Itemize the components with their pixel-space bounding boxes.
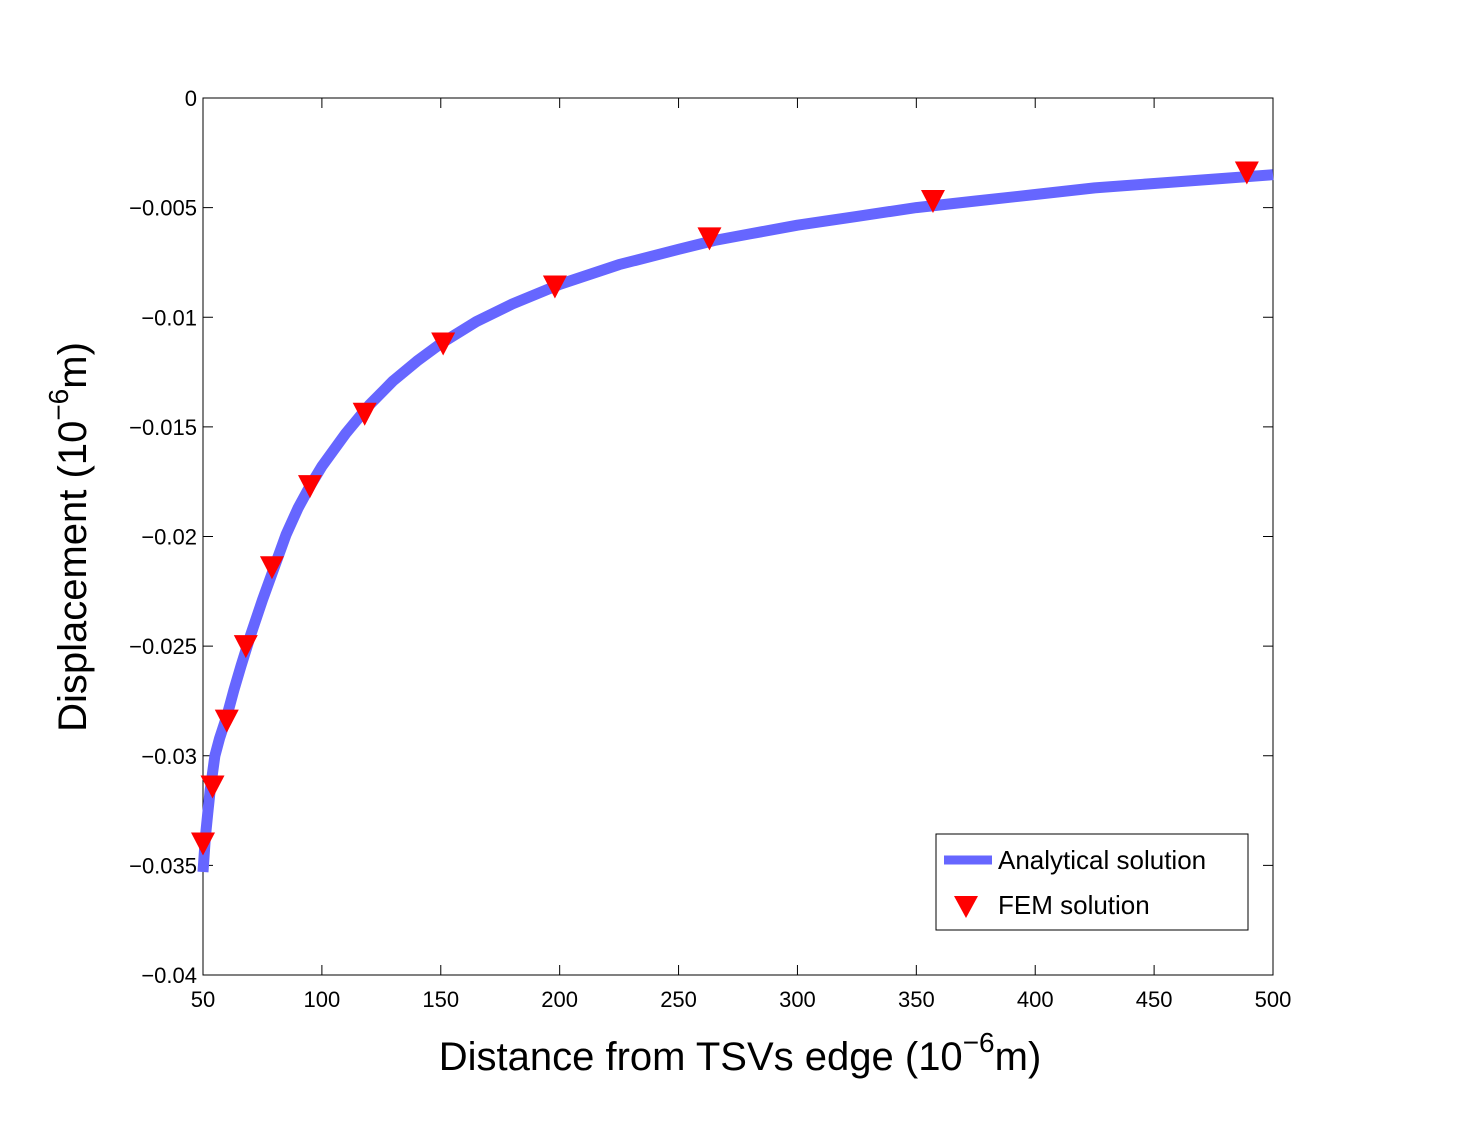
x-tick-label: 100 bbox=[304, 987, 341, 1012]
fem-solution-marker bbox=[697, 227, 722, 251]
y-tick-label: −0.005 bbox=[129, 196, 197, 221]
y-tick-label: 0 bbox=[185, 86, 197, 111]
x-tick-label: 450 bbox=[1136, 987, 1173, 1012]
legend-analytical-label: Analytical solution bbox=[998, 845, 1206, 875]
x-axis-label: Distance from TSVs edge (10−6m) bbox=[439, 1027, 1042, 1079]
y-tick-label: −0.01 bbox=[141, 305, 197, 330]
y-tick-label: −0.03 bbox=[141, 744, 197, 769]
fem-solution-marker bbox=[233, 635, 258, 659]
plot-area bbox=[202, 97, 1274, 976]
fem-solution-marker bbox=[298, 475, 322, 499]
legend: Analytical solution FEM solution bbox=[935, 833, 1249, 931]
fem-solution-marker bbox=[1234, 161, 1259, 185]
axis-ticks bbox=[202, 97, 1274, 976]
fem-solution-marker bbox=[542, 275, 567, 299]
y-axis-label: Displacement (10−6m) bbox=[43, 342, 95, 732]
x-tick-label: 50 bbox=[191, 987, 215, 1012]
x-tick-label: 500 bbox=[1255, 987, 1292, 1012]
x-tick-label: 400 bbox=[1017, 987, 1054, 1012]
fem-solution-marker bbox=[431, 332, 456, 356]
legend-fem-label: FEM solution bbox=[998, 890, 1150, 920]
y-tick-label: −0.04 bbox=[141, 963, 197, 988]
analytical-solution-line bbox=[197, 169, 1274, 873]
x-tick-label: 200 bbox=[541, 987, 578, 1012]
legend-box bbox=[935, 833, 1249, 931]
fem-solution-marker bbox=[200, 775, 225, 799]
fem-solution-marker bbox=[191, 832, 215, 856]
x-tick-label: 300 bbox=[779, 987, 816, 1012]
fem-solution-marker bbox=[352, 402, 377, 426]
y-tick-label: −0.035 bbox=[129, 853, 197, 878]
fem-solution-marker bbox=[259, 556, 284, 580]
y-tick-label: −0.015 bbox=[129, 415, 197, 440]
x-tick-label: 250 bbox=[660, 987, 697, 1012]
x-tick-label: 150 bbox=[422, 987, 459, 1012]
series-layer bbox=[191, 161, 1274, 873]
y-tick-labels: 0 −0.005 −0.01 −0.015 −0.02 −0.025 −0.03 −0.035… bbox=[129, 86, 197, 988]
x-tick-labels: 50 100 150 200 250 300 350 400 450 500 bbox=[191, 987, 1292, 1012]
fem-solution-marker bbox=[214, 709, 239, 733]
y-tick-label: −0.025 bbox=[129, 634, 197, 659]
fem-solution-marker bbox=[920, 190, 945, 214]
legend-fem-marker bbox=[954, 896, 978, 918]
y-tick-label: −0.02 bbox=[141, 525, 197, 550]
x-tick-label: 350 bbox=[898, 987, 935, 1012]
